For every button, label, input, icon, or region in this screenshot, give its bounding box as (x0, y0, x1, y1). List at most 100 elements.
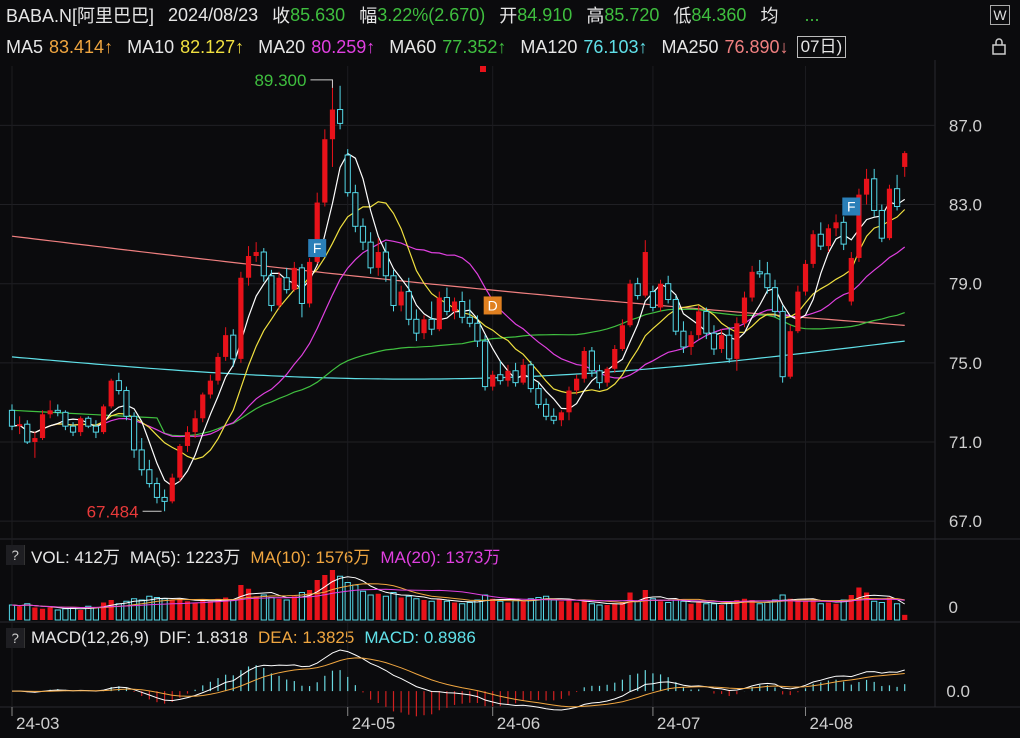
volume-bar (802, 601, 809, 620)
candle-body (8, 409, 16, 427)
volume-bar (436, 598, 442, 620)
ma120-line (11, 340, 905, 380)
volume-bar (123, 600, 130, 621)
volume-help-button[interactable]: ? (6, 545, 25, 565)
volume-bar (833, 603, 839, 620)
candle-body (268, 275, 275, 306)
volume-bar (840, 599, 847, 621)
candle-body (161, 496, 168, 502)
candle-body (878, 209, 885, 239)
event-badge-f-label: F (313, 240, 322, 256)
candle-body (642, 252, 648, 296)
volume-bar (291, 596, 297, 620)
candle-body (764, 273, 771, 289)
candle-body (177, 445, 183, 478)
volume-bar (130, 598, 138, 621)
candle-body (329, 109, 336, 140)
candle-body (24, 423, 31, 443)
axes: 87.0 83.0 79.0 75.0 71.0 67.0 24-03 24-05 24-06 2… (11, 116, 982, 733)
more-indicator[interactable]: ... (804, 4, 820, 25)
ma5-line (11, 152, 906, 487)
candle-body (619, 325, 625, 349)
volume-bar (298, 592, 306, 621)
candle-body (207, 380, 213, 395)
candle-body (245, 255, 252, 278)
symbol-label[interactable]: BABA.N[阿里巴巴] (6, 6, 155, 26)
candle-body (238, 277, 244, 359)
candle-body (833, 222, 839, 229)
volume-bar (871, 600, 878, 621)
ma60-line (11, 308, 905, 437)
price-tick-label: 83.0 (949, 196, 982, 215)
candle-body (612, 348, 618, 369)
volume-ma5: MA(5): 1223万 (129, 547, 241, 567)
volume-bar (398, 597, 404, 620)
volume-bar (619, 602, 625, 620)
macd-help-button[interactable]: ? (6, 628, 25, 648)
price-tick-label: 79.0 (949, 275, 982, 294)
volume-ma5-line (11, 576, 905, 610)
window-icon[interactable]: W (990, 5, 1010, 25)
candle-body (535, 388, 542, 405)
volume-bar (764, 602, 771, 621)
change-label: 幅 (359, 6, 378, 26)
candle-body (550, 415, 557, 421)
volume-bar (69, 607, 77, 621)
candle-body (39, 414, 46, 439)
ma5-label: MA5 (6, 36, 44, 57)
volume-bar (100, 602, 107, 620)
volume-bar (238, 585, 244, 620)
volume-bar (47, 607, 53, 620)
period-button[interactable]: 07日) (796, 36, 847, 58)
high-value: 85.720 (604, 4, 660, 25)
candle-body (688, 335, 694, 348)
volume-bar (161, 598, 168, 621)
candle-body (405, 291, 412, 320)
volume-bar (62, 608, 69, 621)
high-label: 高 (586, 6, 605, 26)
candle-body (253, 252, 259, 256)
volume-bar (649, 598, 657, 621)
ma250-line (11, 235, 905, 326)
avg-label: 均 (760, 6, 779, 26)
volume-ma10-line (11, 583, 905, 609)
candle-body (459, 301, 466, 318)
macd-dif: DIF: 1.8318 (159, 628, 248, 647)
date-tick-label: 24-05 (352, 714, 395, 733)
volume-bar (581, 601, 587, 620)
volume-bar (184, 601, 191, 620)
volume-axis-label: 0 (949, 598, 958, 617)
lock-icon[interactable] (990, 37, 1008, 55)
candle-body (810, 234, 816, 264)
price-tick-label: 67.0 (949, 512, 982, 531)
macd-dea-line (12, 657, 905, 708)
volume-bar (558, 601, 564, 620)
volume-bar (359, 590, 367, 621)
candle-body (443, 297, 451, 312)
candle-body (596, 370, 603, 384)
candle-body (85, 417, 92, 427)
volume-bar (703, 603, 710, 621)
volume-bar (474, 599, 481, 621)
candle-body (466, 316, 473, 324)
candle-body (497, 374, 504, 382)
volume-bar (588, 603, 595, 621)
volume-bar (329, 570, 336, 620)
volume-bar (336, 575, 344, 621)
volume-bar (169, 600, 175, 620)
volume-bar (39, 608, 46, 620)
low-label: 低 (673, 6, 692, 26)
volume-bar (718, 605, 725, 620)
volume-bar (856, 587, 862, 620)
volume-bar (443, 600, 451, 621)
volume-bar (520, 601, 526, 620)
candle-body (749, 271, 755, 298)
ma20-label: MA20 (258, 36, 306, 57)
candle-body (649, 291, 657, 308)
ma120-label: MA120 (520, 36, 578, 57)
candle-body (413, 318, 420, 334)
candle-body (367, 241, 374, 269)
candle-body (505, 370, 511, 381)
candle-body (54, 409, 61, 413)
